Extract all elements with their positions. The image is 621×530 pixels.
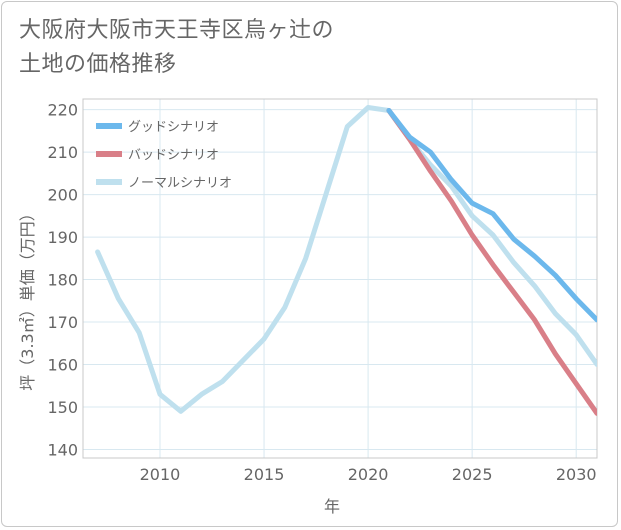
y-tick-label: 150 [47,398,78,417]
legend-label-bad: バッドシナリオ [128,148,219,163]
x-tick-label: 2020 [348,465,389,484]
series-line-good [386,108,597,323]
chart-title-line-2: 土地の価格推移 [19,52,177,77]
x-tick-label: 2010 [140,465,181,484]
y-tick-label: 170 [47,313,78,332]
series-line-normal [95,105,597,414]
y-tick-label: 210 [47,143,78,162]
y-tick-label: 140 [47,441,78,460]
y-tick-labels: 140 150 160 170 180 190 200 210 220 [47,101,78,460]
x-tick-label: 2015 [244,465,285,484]
y-tick-label: 180 [47,271,78,290]
y-tick-label: 160 [47,356,78,375]
x-tick-label: 2030 [556,465,597,484]
legend-label-normal: ノーマルシナリオ [128,176,232,191]
plot-area-border [82,98,598,459]
y-tick-label: 200 [47,186,78,205]
chart-title: 大阪府大阪市天王寺区烏ヶ辻の 土地の価格推移 [19,14,334,82]
legend-label-good: グッドシナリオ [128,120,219,135]
grid-lines [83,99,597,458]
series-lines [95,105,597,416]
y-axis-title: 坪（3.3㎡）単価（万円） [18,205,37,390]
x-tick-label: 2025 [452,465,493,484]
series-line-bad [386,108,597,416]
x-tick-labels: 2010 2015 2020 2025 2030 [140,465,597,484]
x-axis-title: 年 [324,497,340,516]
y-tick-label: 220 [47,101,78,120]
chart-title-line-1: 大阪府大阪市天王寺区烏ヶ辻の [19,18,335,43]
y-tick-label: 190 [47,228,78,247]
